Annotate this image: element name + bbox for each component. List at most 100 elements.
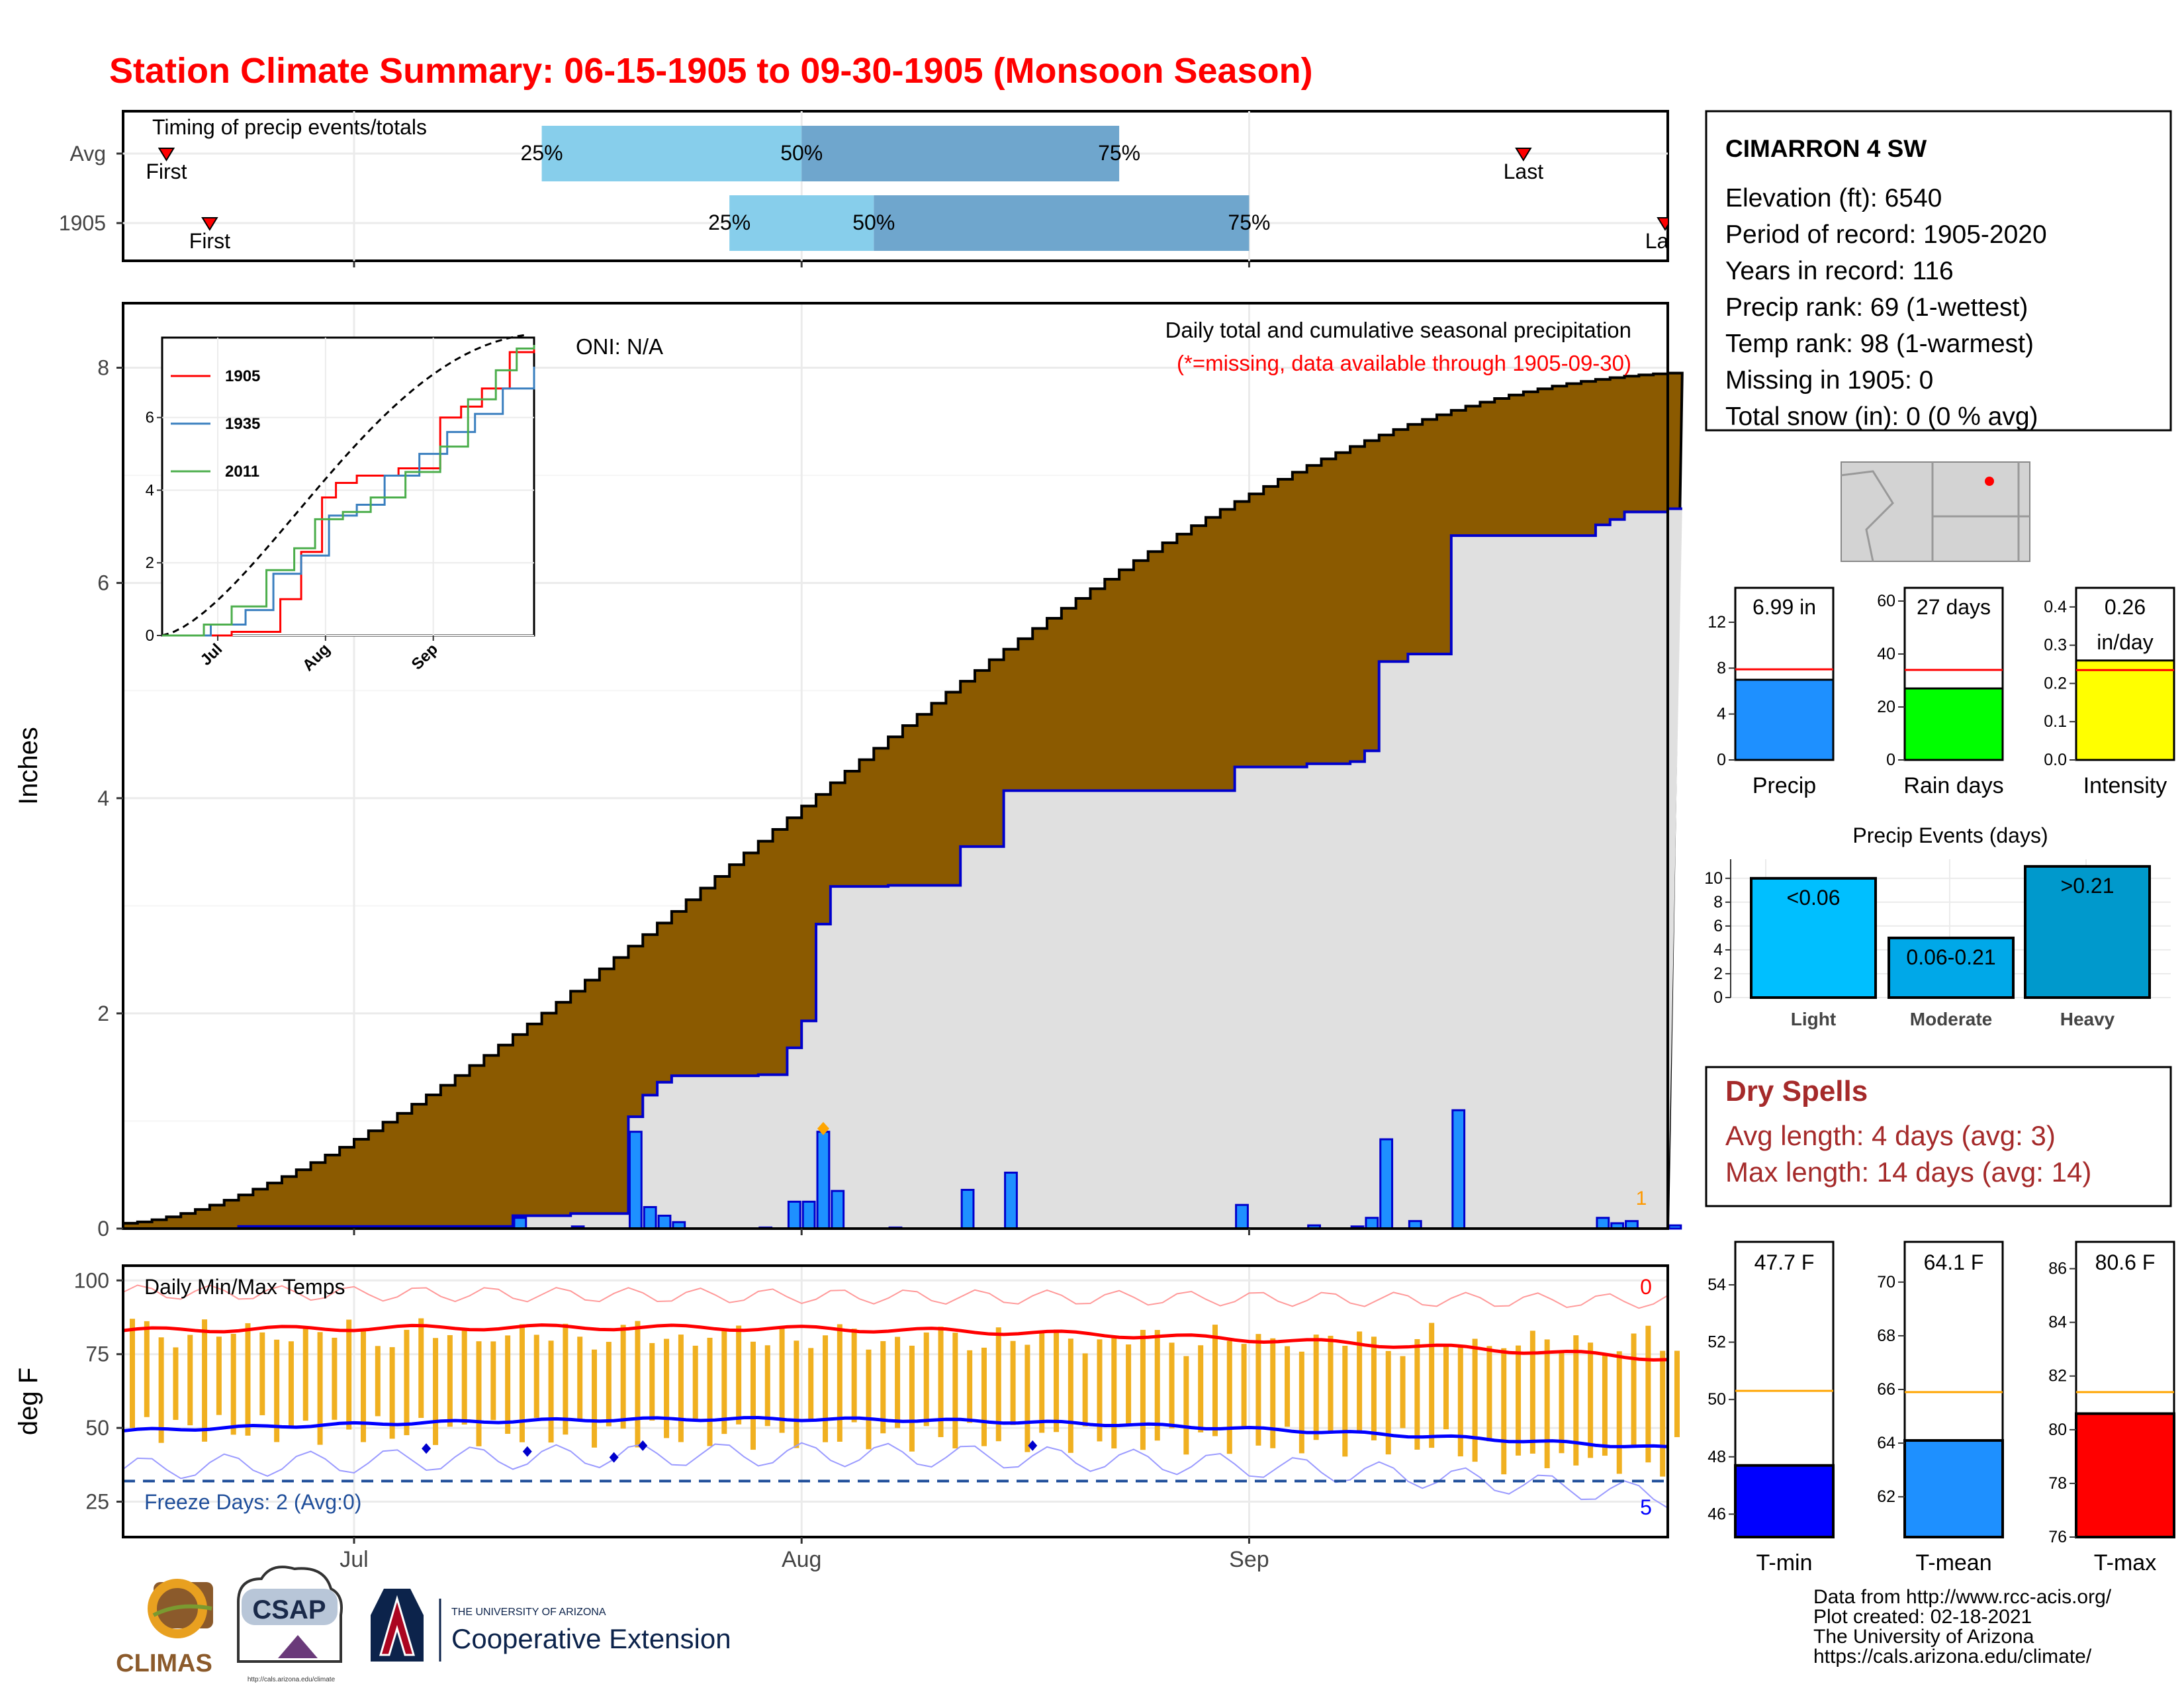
temp-summary-ytick-label: 78 [2048,1474,2067,1493]
temp-summary-ytick-label: 52 [1707,1333,1726,1352]
temp-summary-value: 64.1 F [1924,1250,1984,1274]
events-ytick-label: 6 [1713,917,1723,935]
daily-temp-range-bar [1198,1345,1204,1432]
summary-value-label: 27 days [1917,595,1991,619]
precip-panel: 0 2 4 6 8 Inches ONI: N/A Daily total and cu… [14,302,1684,1241]
dry-spells-avg: Avg length: 4 days (avg: 3) [1725,1120,2056,1151]
daily-temp-range-bar [1472,1338,1478,1462]
daily-temp-range-bar [1631,1333,1637,1447]
daily-temp-range-bar [1501,1348,1507,1475]
daily-temp-range-bar [1342,1345,1348,1457]
record-min-line [122,1442,1668,1509]
precip-ytick-label: 0 [97,1217,109,1241]
page-title: Station Climate Summary: 06-15-1905 to 0… [109,51,1313,91]
daily-temp-range-bar [433,1338,439,1445]
summary-ytick-label: 0 [1886,751,1895,769]
csap-logo: CSAP http://cals.arizona.edu/climate [237,1566,343,1683]
summary-bar [1734,679,1835,761]
station-line-3: Years in record: 116 [1725,257,1954,285]
oni-label: ONI: N/A [576,334,663,359]
daily-temp-range-bar [158,1337,164,1443]
timing-last-label: Last [1504,160,1544,183]
daily-precip-bar [801,1200,816,1230]
event-bar [1888,936,2015,1000]
inset-avg-line [161,334,527,637]
event-bar-label: Light [1791,1009,1836,1029]
event-value-label: <0.06 [1787,886,1841,910]
event-bar-label: Heavy [2060,1009,2115,1029]
temp-summary-bar [2075,1412,2175,1539]
timing-p25-label: 25% [708,211,751,234]
temp-summary-ytick-label: 68 [1877,1327,1895,1345]
daily-temp-range-bar [1400,1356,1406,1429]
daily-precip-bar [787,1200,801,1230]
station-line-1: Elevation (ft): 6540 [1725,184,1942,212]
daily-temp-range-bar [447,1335,453,1427]
temp-summary-value: 80.6 F [2095,1250,2156,1274]
locator-map-icon [1841,461,2030,562]
daily-temp-range-bar [302,1327,308,1421]
daily-temp-range-bar [1068,1338,1073,1453]
temp-ylabel: deg F [14,1368,43,1435]
daily-temp-range-bar [592,1349,598,1448]
timing-last-marker [1515,148,1532,162]
station-line-7: Total snow (in): 0 (0 % avg) [1725,402,2038,431]
record-low-marker-icon [422,1443,432,1454]
dry-spells-title: Dry Spells [1725,1075,1868,1107]
summary-ytick-label: 0.1 [2044,712,2067,731]
daily-temp-range-bar [1385,1350,1391,1455]
precip-ytick-label: 4 [97,786,109,810]
summary-bar [2075,659,2175,761]
events-ytick-label: 2 [1713,964,1723,983]
daily-temp-range-bar [1443,1344,1449,1430]
precip-subtitle: Daily total and cumulative seasonal prec… [1165,318,1631,342]
summary-ytick-label: 12 [1707,613,1726,632]
temp-xtick-label: Aug [782,1547,822,1572]
daily-temp-range-bar [678,1335,684,1442]
daily-temp-range-bar [895,1336,901,1429]
timing-bar-25-50 [541,126,802,181]
daily-temp-range-bar [1126,1344,1132,1425]
summary-ytick-label: 0.4 [2044,598,2067,616]
timing-first-label: First [189,229,230,253]
avg-tmax-line [122,1323,1668,1362]
daily-temp-range-bar [1457,1346,1463,1457]
daily-precip-bar [1235,1203,1249,1230]
temp-ytick-label: 25 [85,1490,109,1514]
temp-ytick-label: 100 [74,1268,109,1292]
daily-temp-range-bar [1212,1325,1218,1436]
daily-temp-range-bar [721,1329,727,1434]
temp-ytick-label: 50 [85,1416,109,1440]
temp-count-min: 5 [1640,1495,1652,1519]
temp-summary-ytick-label: 54 [1707,1276,1726,1294]
record-low-marker-icon [522,1446,532,1457]
summary-value-label: 0.26 [2105,595,2146,619]
temp-summary-bar [1734,1464,1835,1538]
daily-temp-range-bar [173,1347,179,1420]
summary-ytick-label: 0.0 [2044,751,2067,769]
timing-row-label-avg: Avg [69,142,106,165]
temp-summary-label: T-max [2094,1550,2156,1575]
daily-temp-range-bar [1241,1344,1247,1427]
summary-ytick-label: 40 [1877,645,1895,663]
station-name: CIMARRON 4 SW [1725,135,1927,162]
daily-temp-range-bar [1573,1335,1579,1466]
timing-panel: Timing of precip events/totals Avg 1905 … [59,110,1669,267]
record-low-marker-icon [609,1452,619,1463]
temp-summary-label: T-mean [1915,1550,1991,1575]
daily-temp-range-bar [1111,1336,1117,1449]
dry-spells: Dry Spells Avg length: 4 days (avg: 3) M… [1705,1066,2172,1207]
inset-series-line [162,344,535,637]
daily-temp-range-bar [1285,1346,1291,1427]
summary-value-label-2: in/day [2097,630,2153,654]
daily-temp-range-bar [1024,1344,1030,1452]
daily-precip-bar [960,1188,975,1230]
daily-temp-range-bar [851,1329,857,1423]
daily-temp-range-bar [823,1335,829,1442]
precip-ytick-label: 8 [97,356,109,380]
temp-summary-ytick-label: 86 [2048,1260,2067,1278]
timing-p50-label: 50% [852,211,895,234]
daily-temp-range-bar [1154,1330,1160,1441]
temp-summary-ytick-label: 46 [1707,1505,1726,1523]
